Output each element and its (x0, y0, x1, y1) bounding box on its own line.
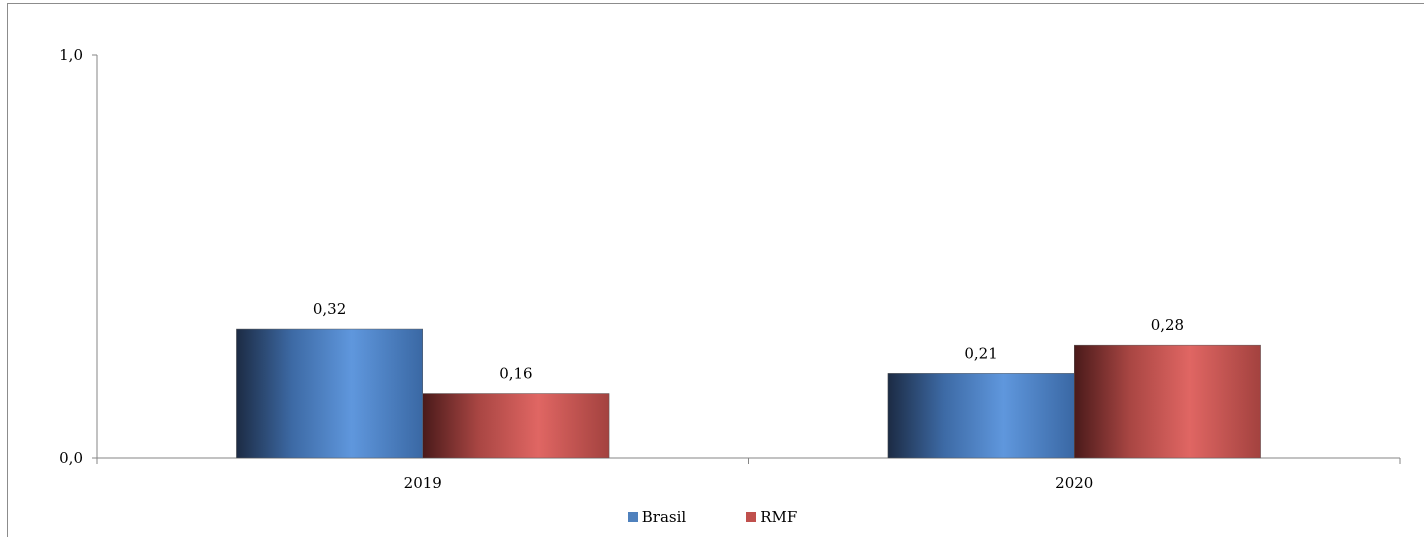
legend-label-brasil: Brasil (641, 508, 687, 526)
legend-label-rmf: RMF (760, 508, 798, 526)
y-tick-label: 0,0 (59, 449, 83, 467)
x-tick-label: 2019 (404, 474, 442, 492)
legend-swatch-brasil (627, 512, 638, 522)
bar-rmf-2020 (1074, 344, 1261, 459)
bar-rmf-2019 (422, 393, 610, 459)
legend-item-brasil: Brasil (627, 508, 687, 526)
legend: Brasil RMF (0, 508, 1425, 526)
bar-brasil-2020 (887, 373, 1075, 459)
legend-item-rmf: RMF (746, 508, 797, 526)
y-tick-label: 1,0 (59, 46, 83, 64)
bar-brasil-2019 (236, 328, 423, 459)
legend-swatch-rmf (746, 512, 757, 522)
labels: 2019 0,32 0,16 2020 0,21 0,28 (313, 300, 1184, 492)
data-label: 0,21 (964, 344, 997, 362)
bars (236, 328, 1261, 459)
x-tick-label: 2020 (1055, 474, 1093, 492)
data-label: 0,16 (499, 365, 532, 383)
data-label: 0,32 (313, 300, 346, 318)
data-label: 0,28 (1151, 316, 1184, 334)
